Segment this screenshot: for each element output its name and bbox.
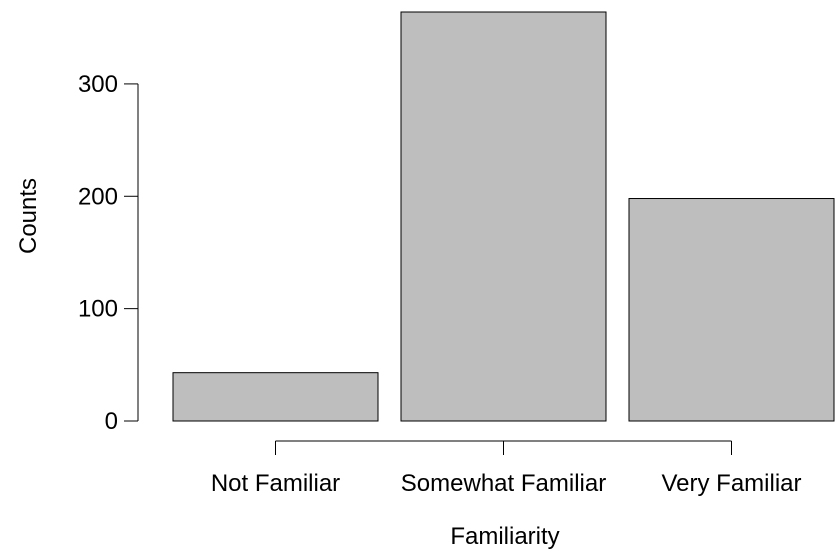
y-tick-label: 200 <box>78 183 118 210</box>
y-axis: 0 100 200 300 <box>78 71 139 435</box>
y-tick-label: 0 <box>105 408 118 435</box>
x-axis: Not Familiar Somewhat Familiar Very Famili… <box>211 440 802 497</box>
bar <box>628 198 835 422</box>
x-tick-label: Very Familiar <box>661 470 801 497</box>
x-tick-label: Somewhat Familiar <box>401 470 606 497</box>
bar <box>172 372 379 422</box>
x-tick-label: Not Familiar <box>211 470 340 497</box>
x-axis-title: Familiarity <box>450 523 559 550</box>
y-axis-title: Counts <box>15 178 42 254</box>
bars <box>172 11 835 422</box>
y-tick-label: 100 <box>78 296 118 323</box>
bar <box>400 11 607 422</box>
y-tick-label: 300 <box>78 71 118 98</box>
